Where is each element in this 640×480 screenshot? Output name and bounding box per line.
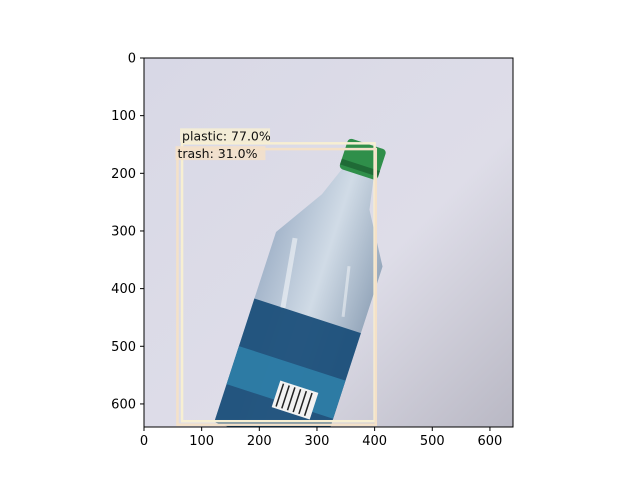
y-tick-label: 600 — [111, 397, 136, 412]
x-axis: 0 100 200 300 400 500 600 — [140, 427, 502, 449]
x-tick-label: 100 — [189, 434, 214, 449]
x-tick-label: 0 — [140, 434, 148, 449]
y-tick-label: 500 — [111, 340, 136, 355]
y-tick-label: 0 — [128, 52, 136, 67]
y-tick-label: 400 — [111, 282, 136, 297]
y-axis: 0 100 200 300 400 500 600 — [111, 52, 144, 412]
y-tick-label: 300 — [111, 224, 136, 239]
x-tick-label: 200 — [247, 434, 272, 449]
detection-label-bg — [175, 146, 266, 161]
y-tick-label: 100 — [111, 109, 136, 124]
detection-box — [176, 147, 378, 426]
photo — [144, 58, 513, 427]
detection-layer: plastic: 77.0% trash: 31.0% — [175, 128, 378, 426]
x-tick-label: 300 — [305, 434, 330, 449]
detection-label: plastic: 77.0% — [182, 128, 271, 143]
detection-label-bg — [180, 128, 271, 143]
x-tick-label: 600 — [478, 434, 503, 449]
y-tick-label: 200 — [111, 167, 136, 182]
detection-label: trash: 31.0% — [177, 146, 257, 161]
x-tick-label: 400 — [362, 434, 387, 449]
x-tick-label: 500 — [420, 434, 445, 449]
axes-frame — [143, 57, 514, 428]
